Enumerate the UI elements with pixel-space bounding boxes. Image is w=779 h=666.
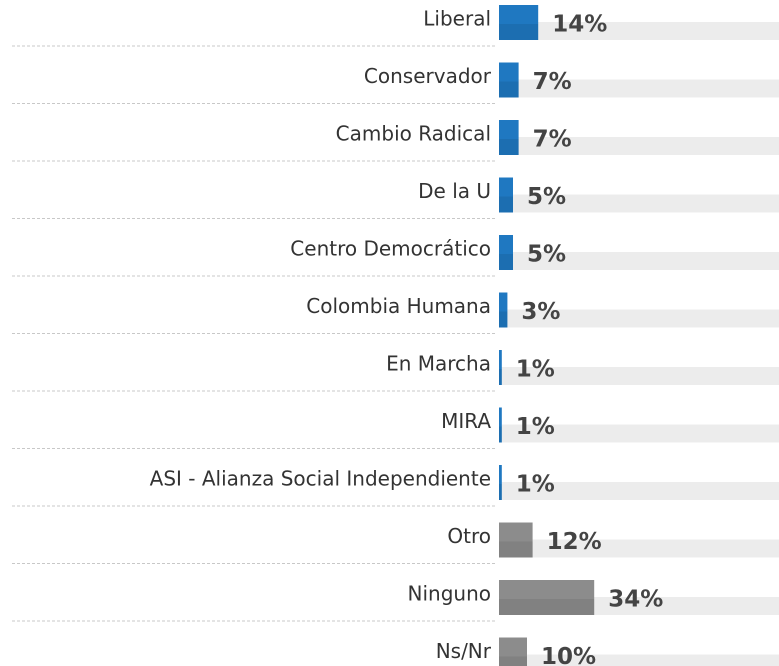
value-label: 10% [541, 644, 596, 666]
bar [499, 465, 502, 500]
category-label: Centro Democrático [290, 237, 491, 261]
value-label: 12% [547, 529, 602, 555]
value-label: 5% [527, 242, 566, 268]
category-label: De la U [418, 179, 491, 203]
track [499, 482, 779, 500]
value-label: 14% [552, 12, 607, 38]
category-label: Ns/Nr [436, 639, 492, 663]
track [499, 252, 779, 270]
bar [499, 120, 519, 155]
bar-shade [499, 369, 502, 385]
value-label: 1% [516, 472, 555, 498]
bar [499, 580, 595, 615]
value-label: 7% [533, 69, 572, 95]
track [499, 309, 779, 328]
track [499, 79, 779, 98]
bar-shade [499, 484, 502, 500]
track [499, 194, 779, 213]
bar-shade [499, 81, 519, 98]
category-label: En Marcha [386, 352, 491, 376]
category-label: MIRA [441, 409, 491, 433]
bar [499, 62, 519, 98]
bar-shade [499, 139, 519, 155]
bar-shade [499, 656, 527, 666]
value-label: 34% [608, 587, 663, 613]
track [499, 654, 779, 666]
category-label: Cambio Radical [336, 122, 491, 146]
bar-shade [499, 196, 513, 213]
bar-shade [499, 599, 595, 615]
track [499, 539, 779, 558]
bar-shade [499, 311, 508, 328]
category-label: ASI - Alianza Social Independiente [150, 467, 491, 491]
bar [499, 350, 502, 385]
bar-shade [499, 426, 502, 443]
bar [499, 5, 539, 40]
bar [499, 235, 513, 270]
category-label: Conservador [364, 64, 492, 88]
category-label: Colombia Humana [306, 294, 491, 318]
bar-shade [499, 24, 539, 40]
bar [499, 407, 502, 443]
value-label: 1% [516, 414, 555, 440]
bar [499, 637, 527, 666]
bar [499, 522, 533, 558]
category-label: Ninguno [408, 582, 491, 606]
bar [499, 177, 513, 213]
track [499, 424, 779, 443]
bar [499, 292, 508, 328]
track [499, 137, 779, 155]
category-label: Otro [447, 524, 491, 548]
bar-shade [499, 254, 513, 270]
track [499, 367, 779, 385]
value-label: 1% [516, 357, 555, 383]
track [499, 22, 779, 40]
value-label: 3% [521, 299, 560, 325]
value-label: 7% [533, 127, 572, 153]
value-label: 5% [527, 184, 566, 210]
category-label: Liberal [423, 7, 491, 31]
bar-shade [499, 541, 533, 558]
